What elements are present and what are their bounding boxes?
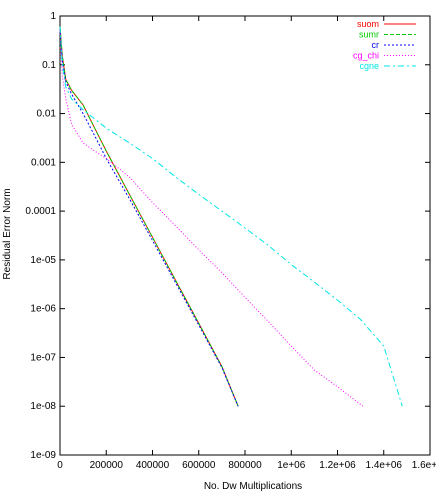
x-tick-label: 1.4e+06	[366, 460, 403, 471]
x-tick-label: 0	[57, 460, 63, 471]
y-tick-label: 0.01	[37, 109, 57, 120]
x-tick-label: 400000	[136, 460, 170, 471]
x-tick-label: 1.6e+06	[412, 460, 436, 471]
x-axis-label: No. Dw Multiplications	[204, 481, 302, 491]
legend-label-cgne: cgne	[359, 61, 379, 71]
legend-label-sumr: sumr	[359, 30, 379, 40]
series-line-cgne	[59, 26, 403, 407]
x-tick-label: 800000	[228, 460, 262, 471]
legend-label-cr: cr	[372, 40, 380, 50]
y-tick-label: 0.001	[31, 157, 56, 168]
y-tick-label: 0.1	[42, 60, 56, 71]
x-tick-label: 200000	[90, 460, 124, 471]
x-tick-label: 600000	[182, 460, 216, 471]
y-axis-label: Residual Error Norm	[2, 188, 13, 279]
y-tick-label: 1	[50, 11, 56, 22]
y-tick-label: 1e-08	[30, 401, 56, 412]
legend-label-suom: suom	[357, 19, 379, 29]
y-tick-label: 1e-07	[30, 352, 56, 363]
x-tick-label: 1e+06	[277, 460, 306, 471]
y-tick-label: 1e-06	[30, 304, 56, 315]
y-tick-label: 1e-05	[30, 255, 56, 266]
series-line-sumr	[59, 26, 239, 407]
y-tick-label: 0.0001	[25, 206, 56, 217]
series-line-cg-chi	[59, 30, 364, 407]
legend-label-cg-chi: cg_chi	[353, 51, 379, 61]
y-tick-label: 1e-09	[30, 450, 56, 461]
x-tick-label: 1.2e+06	[319, 460, 356, 471]
